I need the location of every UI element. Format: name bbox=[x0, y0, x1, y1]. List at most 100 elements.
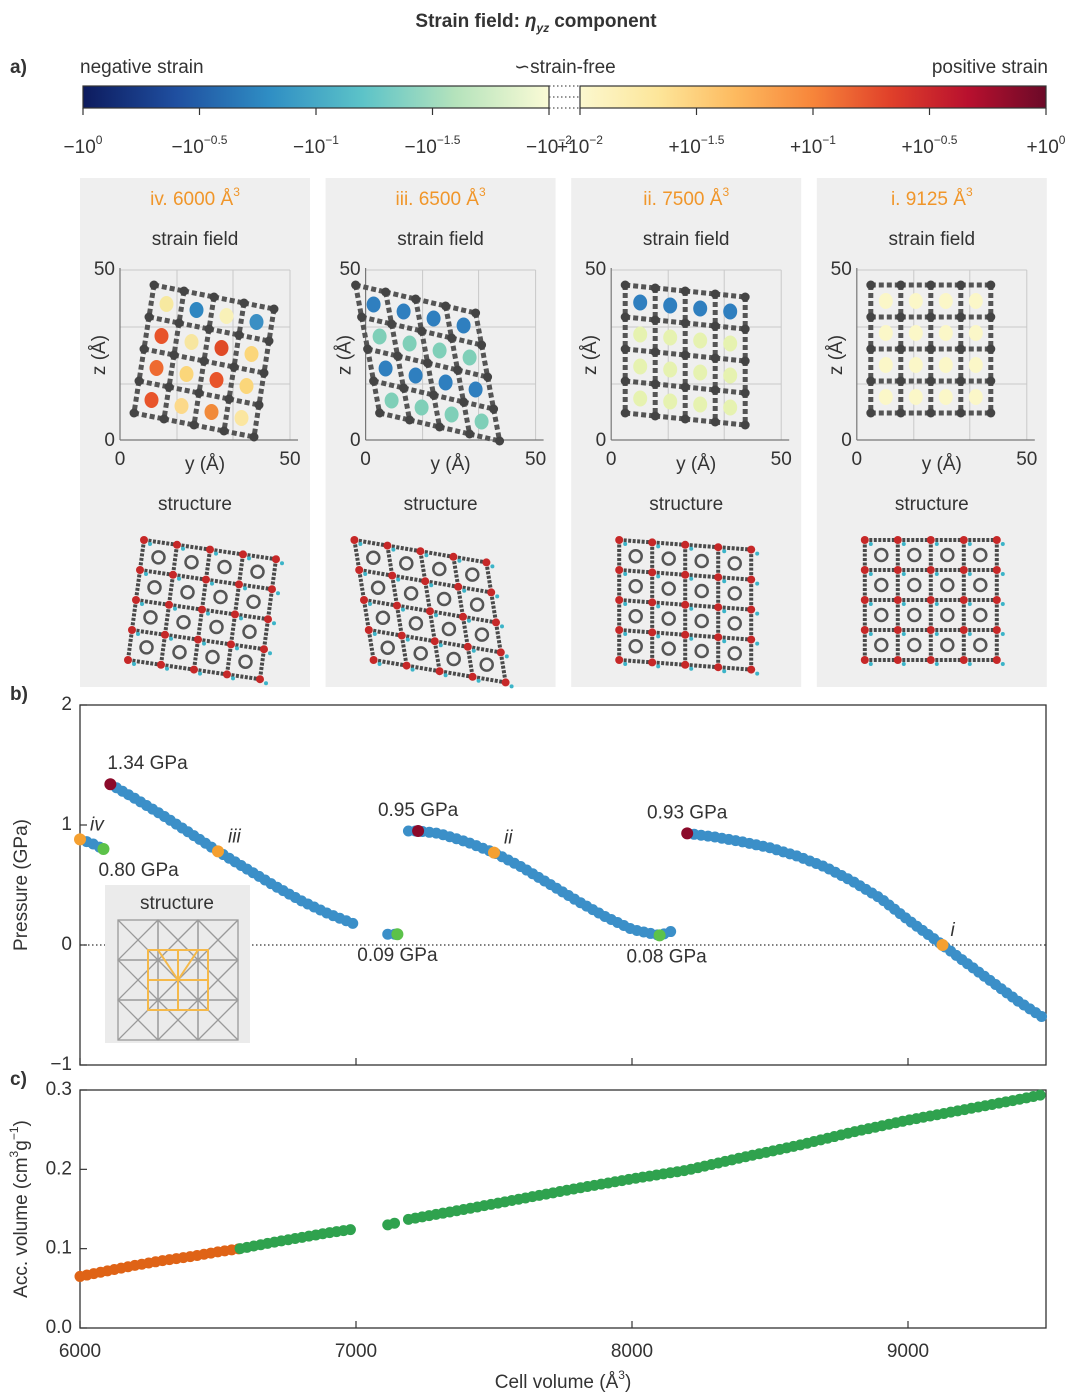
structure-atom bbox=[492, 618, 500, 626]
structure-atom bbox=[993, 626, 1001, 634]
lattice-node bbox=[711, 418, 720, 427]
structure-atom bbox=[136, 632, 140, 636]
lattice-node bbox=[190, 421, 199, 430]
structure-atom bbox=[656, 634, 660, 638]
lattice-node bbox=[220, 427, 229, 436]
structure-atom bbox=[128, 626, 136, 634]
z-tick-label: 50 bbox=[94, 259, 115, 280]
structure-atom bbox=[623, 542, 627, 546]
structure-atom bbox=[198, 606, 206, 614]
structure-atom bbox=[615, 566, 623, 574]
y-tick-label: −1 bbox=[50, 1054, 72, 1075]
strain-dot bbox=[723, 336, 737, 352]
lattice-node bbox=[986, 313, 995, 322]
xlabel-text: Cell volume (Å bbox=[495, 1372, 619, 1393]
lattice-node bbox=[150, 281, 159, 290]
strain-dot bbox=[385, 393, 399, 409]
strain-dot bbox=[663, 362, 677, 378]
strain-dot bbox=[160, 296, 174, 312]
structure-atom bbox=[510, 684, 514, 688]
highlight-point bbox=[412, 825, 424, 837]
structure-atom bbox=[902, 602, 906, 606]
structure-atom bbox=[968, 542, 972, 546]
strain-dot bbox=[373, 329, 387, 345]
lattice-node bbox=[375, 409, 384, 418]
value-label: 1.34 GPa bbox=[107, 753, 188, 774]
strain-dot bbox=[250, 314, 264, 330]
lattice-node bbox=[866, 281, 875, 290]
lattice-node bbox=[621, 377, 630, 386]
plot-title: strain field bbox=[643, 229, 730, 250]
x-tick-label: 9000 bbox=[887, 1341, 929, 1362]
structure-atom bbox=[681, 571, 689, 579]
y-tick-label: 0.2 bbox=[46, 1158, 72, 1179]
z-axis-label: z (Å) bbox=[580, 335, 601, 375]
lattice-node bbox=[956, 377, 965, 386]
structure-atom bbox=[214, 552, 218, 556]
structure-atom bbox=[960, 656, 968, 664]
tick-exponent: −1.5 bbox=[437, 133, 461, 147]
lattice-node bbox=[956, 281, 965, 290]
structure-atom bbox=[505, 654, 509, 658]
structure-atom bbox=[722, 639, 726, 643]
structure-atom bbox=[722, 579, 726, 583]
structure-atom bbox=[436, 667, 444, 675]
structure-atom bbox=[656, 544, 660, 548]
lattice-node bbox=[369, 377, 378, 386]
structure-atom bbox=[960, 626, 968, 634]
structure-atom bbox=[439, 643, 443, 647]
colorbar-tick-label: +10−0.5 bbox=[902, 133, 958, 158]
structure-atom bbox=[648, 598, 656, 606]
structure-atom bbox=[140, 536, 148, 544]
lattice-node bbox=[483, 373, 492, 382]
structure-atom bbox=[472, 649, 476, 653]
structure-atom bbox=[747, 666, 755, 674]
lattice-node bbox=[681, 351, 690, 360]
structure-atom bbox=[231, 676, 235, 680]
structure-atom bbox=[755, 552, 759, 556]
structure-atom bbox=[755, 642, 759, 646]
lattice-node bbox=[411, 295, 420, 304]
highlight-point bbox=[937, 939, 949, 951]
z-tick-label: 0 bbox=[350, 430, 361, 451]
lattice-node bbox=[489, 405, 498, 414]
structure-atom bbox=[714, 633, 722, 641]
lattice-node bbox=[986, 409, 995, 418]
structure-atom bbox=[935, 662, 939, 666]
lattice-node bbox=[621, 313, 630, 322]
structure-atom bbox=[993, 566, 1001, 574]
y-tick-label: 0 bbox=[852, 449, 863, 470]
strain-dot bbox=[415, 400, 429, 416]
lattice-node bbox=[681, 319, 690, 328]
panel-label: b) bbox=[10, 684, 28, 705]
lattice-node bbox=[363, 345, 372, 354]
y-tick-label: 50 bbox=[525, 449, 546, 470]
lattice-node bbox=[956, 313, 965, 322]
structure-atom bbox=[391, 548, 395, 552]
strain-dot bbox=[220, 308, 234, 324]
lattice-node bbox=[160, 415, 169, 424]
lattice-node bbox=[866, 377, 875, 386]
lattice-node bbox=[866, 409, 875, 418]
structure-atom bbox=[393, 602, 401, 610]
strain-dot bbox=[205, 404, 219, 420]
structure-atom bbox=[500, 624, 504, 628]
structure-atom bbox=[902, 542, 906, 546]
panel-title: i. 9125 Å3 bbox=[891, 185, 973, 210]
structure-title: structure bbox=[404, 494, 478, 515]
structure-atom bbox=[444, 673, 448, 677]
tick-exponent: −1.5 bbox=[701, 133, 725, 147]
strain-dot bbox=[969, 293, 983, 309]
tick-base: −10 bbox=[405, 137, 437, 158]
structure-atom bbox=[272, 555, 280, 563]
lattice-node bbox=[423, 359, 432, 368]
structure-atom bbox=[360, 596, 368, 604]
strain-dot bbox=[969, 389, 983, 405]
strain-dot bbox=[723, 368, 737, 384]
lattice-node bbox=[260, 369, 269, 378]
strain-dot bbox=[245, 346, 259, 362]
structure-atom bbox=[681, 631, 689, 639]
tick-exponent: 0 bbox=[1059, 133, 1066, 147]
lattice-node bbox=[651, 348, 660, 357]
lattice-node bbox=[866, 313, 875, 322]
